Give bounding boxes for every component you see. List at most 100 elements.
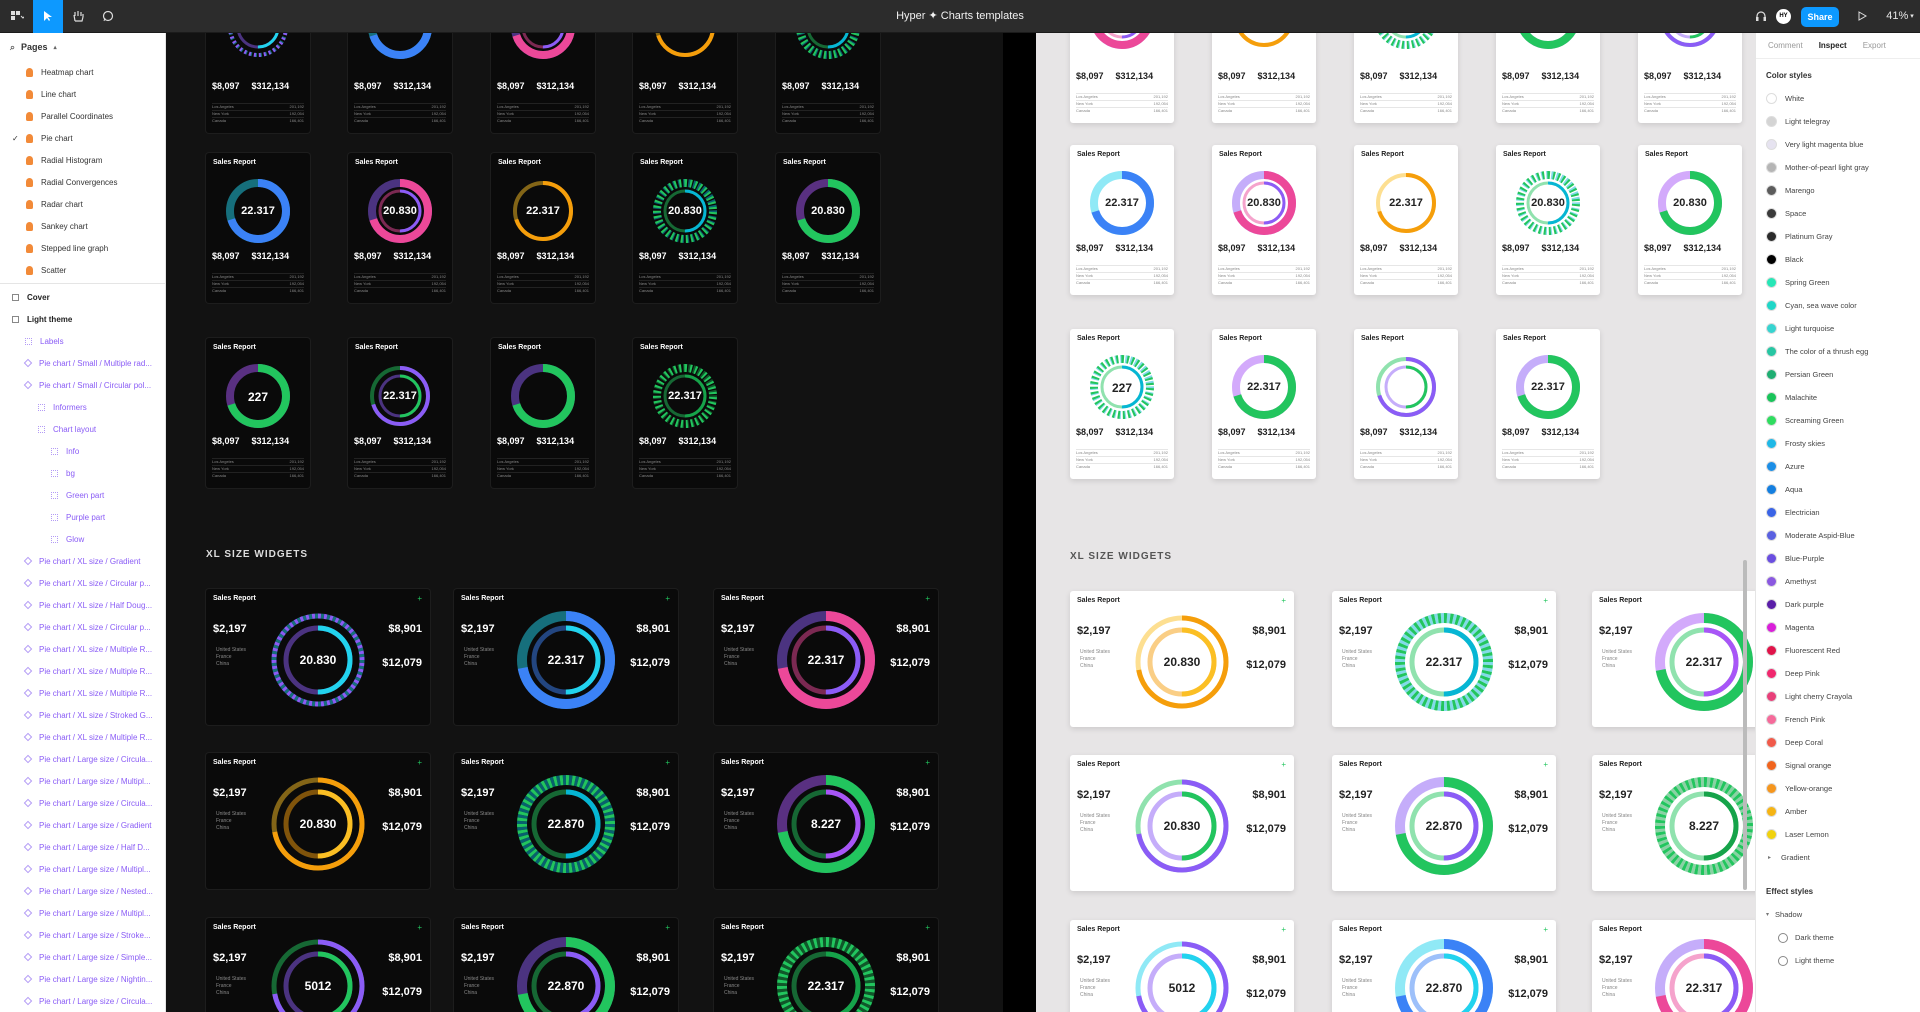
main-menu-button[interactable]	[0, 0, 33, 33]
sales-report-card[interactable]: $8,097 $312,134 Los Angeles 201,192 New York…	[206, 33, 310, 133]
color-style-item[interactable]: French Pink	[1756, 708, 1920, 731]
sales-report-card[interactable]: Sales Report 20.830 $8,097 $312,134 Los Ange…	[1638, 145, 1742, 295]
search-icon[interactable]: ⌕	[10, 41, 16, 52]
page-item[interactable]: Scatter	[0, 259, 165, 281]
color-style-item[interactable]: Marengo	[1756, 179, 1920, 202]
canvas[interactable]: XL SIZE WIDGETS XL SIZE WIDGETS $8,097 $3…	[166, 33, 1755, 1012]
layer-item[interactable]: Purple part	[0, 506, 165, 528]
sales-report-card[interactable]: Sales Report 20.830 $8,097 $312,134 Los Ange…	[1496, 145, 1600, 295]
present-button[interactable]	[1852, 0, 1872, 33]
color-style-item[interactable]: Laser Lemon	[1756, 823, 1920, 846]
plus-icon[interactable]: +	[417, 758, 422, 767]
color-style-item[interactable]: Dark purple	[1756, 593, 1920, 616]
page-item[interactable]: Radar chart	[0, 193, 165, 215]
page-item[interactable]: Heatmap chart	[0, 61, 165, 83]
plus-icon[interactable]: +	[1281, 760, 1286, 769]
plus-icon[interactable]: +	[925, 923, 930, 932]
color-style-item[interactable]: Cyan, sea wave color	[1756, 294, 1920, 317]
color-style-item[interactable]: Aqua	[1756, 478, 1920, 501]
xl-sales-report-card[interactable]: Sales Report +5012 $2,197 United States Fran…	[206, 918, 430, 1012]
sales-report-card[interactable]: Sales Report 227 $8,097 $312,134 Los Angeles…	[1070, 329, 1174, 479]
xl-sales-report-card[interactable]: Sales Report +20.830 $2,197 United States Fr…	[206, 753, 430, 889]
color-style-item[interactable]: Signal orange	[1756, 754, 1920, 777]
xl-sales-report-card[interactable]: Sales Report +22.870 $2,197 United States Fr…	[454, 918, 678, 1012]
color-style-item[interactable]: Light cherry Crayola	[1756, 685, 1920, 708]
share-button[interactable]: Share	[1801, 7, 1839, 27]
color-style-item[interactable]: Persian Green	[1756, 363, 1920, 386]
color-style-item[interactable]: Light telegray	[1756, 110, 1920, 133]
color-style-item[interactable]: Magenta	[1756, 616, 1920, 639]
plus-icon[interactable]: +	[665, 758, 670, 767]
color-style-item[interactable]: Malachite	[1756, 386, 1920, 409]
color-style-item[interactable]: Fluorescent Red	[1756, 639, 1920, 662]
layer-item[interactable]: Pie chart / Large size / Nightin...	[0, 968, 165, 990]
color-style-item[interactable]: Light turquoise	[1756, 317, 1920, 340]
layer-item[interactable]: Pie chart / XL size / Multiple R...	[0, 726, 165, 748]
layer-item[interactable]: Pie chart / XL size / Multiple R...	[0, 660, 165, 682]
comment-tool-button[interactable]	[93, 0, 123, 33]
plus-icon[interactable]: +	[417, 594, 422, 603]
plus-icon[interactable]: +	[925, 758, 930, 767]
sales-report-card[interactable]: $8,097 $312,134 Los Angeles 201,192 New York…	[1638, 33, 1742, 123]
layer-item[interactable]: Pie chart / Large size / Simple...	[0, 946, 165, 968]
color-style-item[interactable]: Amethyst	[1756, 570, 1920, 593]
layer-item[interactable]: Light theme	[0, 308, 165, 330]
sales-report-card[interactable]: Sales Report 22.317 $8,097 $312,134 Los Ange…	[1496, 329, 1600, 479]
page-item[interactable]: Line chart	[0, 83, 165, 105]
layer-item[interactable]: Chart layout	[0, 418, 165, 440]
layer-item[interactable]: Pie chart / Large size / Multipl...	[0, 858, 165, 880]
color-style-item[interactable]: Electrician	[1756, 501, 1920, 524]
color-style-item[interactable]: Mother-of-pearl light gray	[1756, 156, 1920, 179]
color-style-item[interactable]: Blue-Purple	[1756, 547, 1920, 570]
shadow-group[interactable]: ▾ Shadow	[1756, 903, 1920, 926]
layer-item[interactable]: Pie chart / Large size / Circula...	[0, 792, 165, 814]
page-item[interactable]: Sankey chart	[0, 215, 165, 237]
sales-report-card[interactable]: Sales Report 22.317 $8,097 $312,134 Los Ange…	[1354, 145, 1458, 295]
effect-style-item[interactable]: Light theme	[1756, 949, 1920, 972]
layer-item[interactable]: Pie chart / XL size / Gradient	[0, 550, 165, 572]
color-style-item[interactable]: Spring Green	[1756, 271, 1920, 294]
layer-item[interactable]: Pie chart / XL size / Half Doug...	[0, 594, 165, 616]
layer-item[interactable]: Informers	[0, 396, 165, 418]
plus-icon[interactable]: +	[1281, 596, 1286, 605]
color-style-item[interactable]: ▸ Gradient	[1756, 846, 1920, 869]
move-tool-button[interactable]	[33, 0, 63, 33]
layer-item[interactable]: Pie chart / Large size / Nested...	[0, 880, 165, 902]
sales-report-card[interactable]: Sales Report $8,097 $312,134 Los Angeles 201…	[1354, 329, 1458, 479]
plus-icon[interactable]: +	[417, 923, 422, 932]
xl-sales-report-card[interactable]: Sales Report +20.830 $2,197 United States Fr…	[206, 589, 430, 725]
color-style-item[interactable]: Frosty skies	[1756, 432, 1920, 455]
xl-sales-report-card[interactable]: Sales Report +20.830 $2,197 United States Fr…	[1070, 591, 1294, 727]
xl-sales-report-card[interactable]: Sales Report +22.870 $2,197 United States Fr…	[1332, 920, 1556, 1012]
tab-inspect[interactable]: Inspect	[1818, 41, 1847, 50]
layer-item[interactable]: Pie chart / XL size / Multiple R...	[0, 638, 165, 660]
audio-button[interactable]	[1751, 0, 1771, 33]
plus-icon[interactable]: +	[925, 594, 930, 603]
sales-report-card[interactable]: Sales Report $8,097 $312,134 Los Angeles 201…	[491, 338, 595, 488]
color-style-item[interactable]: Azure	[1756, 455, 1920, 478]
color-style-item[interactable]: Moderate Aspid-Blue	[1756, 524, 1920, 547]
layer-item[interactable]: Pie chart / Large size / Half D...	[0, 836, 165, 858]
avatar[interactable]: HY	[1776, 9, 1791, 24]
pages-header[interactable]: ⌕ Pages ▴	[0, 33, 165, 61]
layer-item[interactable]: Pie chart / XL size / Multiple R...	[0, 682, 165, 704]
xl-sales-report-card[interactable]: Sales Report +22.870 $2,197 United States Fr…	[1332, 755, 1556, 891]
sales-report-card[interactable]: Sales Report 22.317 $8,097 $312,134 Los Ange…	[491, 153, 595, 303]
plus-icon[interactable]: +	[1543, 760, 1548, 769]
color-style-item[interactable]: Yellow-orange	[1756, 777, 1920, 800]
plus-icon[interactable]: +	[1543, 596, 1548, 605]
layer-item[interactable]: Labels	[0, 330, 165, 352]
color-style-item[interactable]: Space	[1756, 202, 1920, 225]
zoom-dropdown[interactable]: 41% ▾	[1882, 0, 1918, 33]
tab-comment[interactable]: Comment	[1768, 41, 1803, 50]
hand-tool-button[interactable]	[63, 0, 93, 33]
